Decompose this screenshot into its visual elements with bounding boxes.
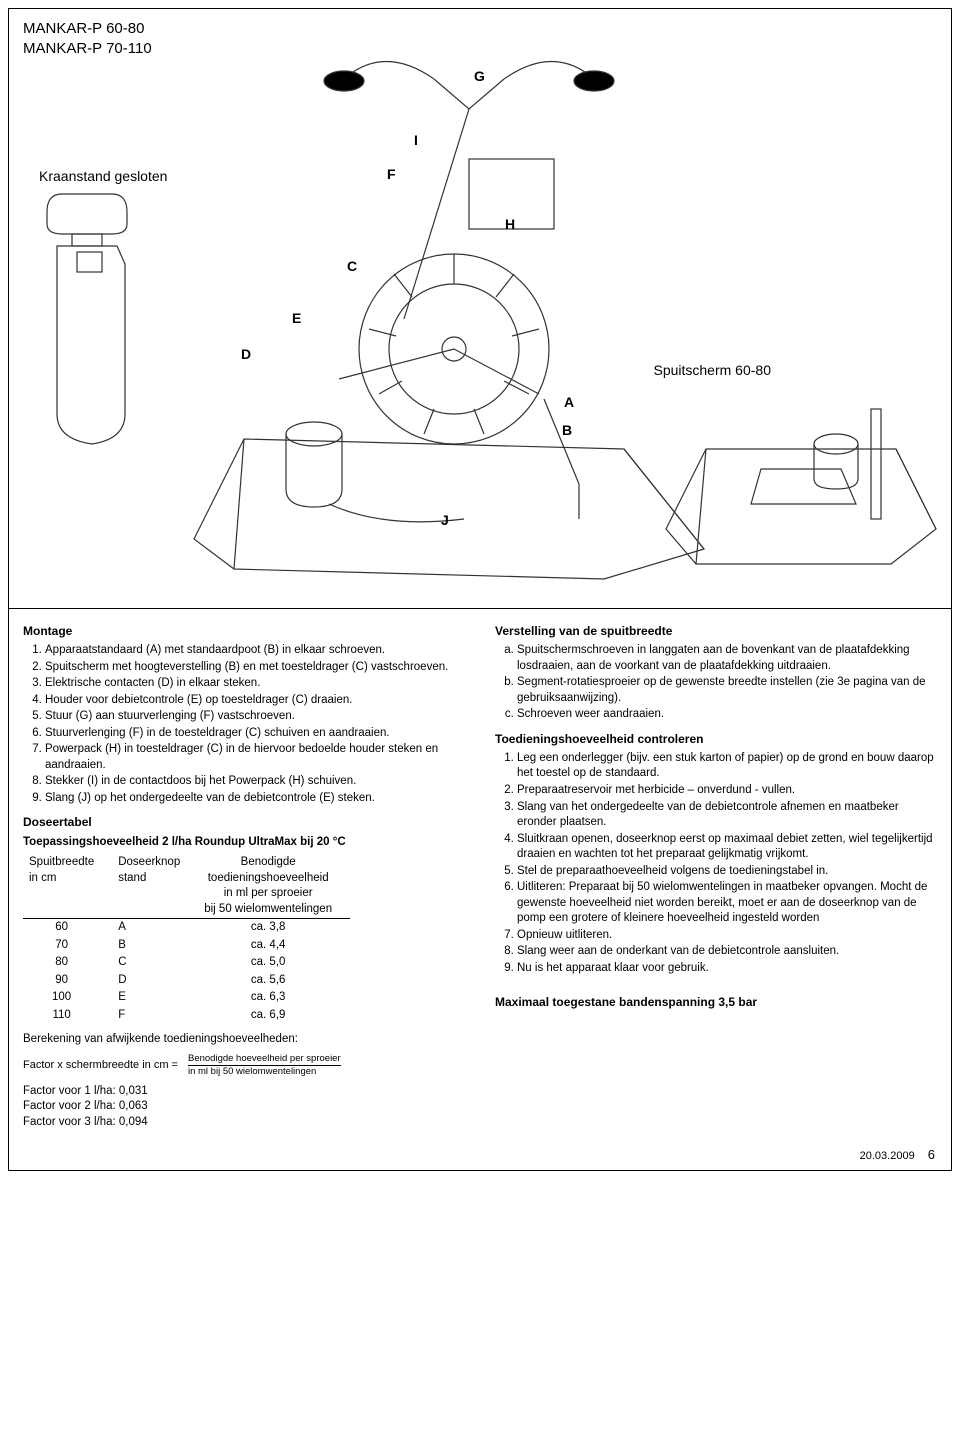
part-label-B: B (562, 421, 572, 440)
factor-1: Factor voor 1 l/ha: 0,031 (23, 1084, 465, 1100)
formula-left: Factor x schermbreedte in cm = (23, 1058, 178, 1073)
table-row: 60Aca. 3,8 (23, 919, 350, 937)
montage-item: Slang (J) op het ondergedeelte van de de… (45, 791, 465, 807)
toed-item: Nu is het apparaat klaar voor gebruik. (517, 961, 937, 977)
toed-list: Leg een onderlegger (bijv. een stuk kart… (495, 751, 937, 976)
table-row: 70Bca. 4,4 (23, 937, 350, 955)
toed-title: Toedieningshoeveelheid controleren (495, 731, 937, 747)
table-row: 90Dca. 5,6 (23, 972, 350, 990)
footer-date: 20.03.2009 (860, 1150, 915, 1162)
toed-item: Stel de preparaathoeveelheid volgens de … (517, 864, 937, 880)
th-knob: Doseerknop stand (112, 854, 198, 919)
th-amount: Benodigde toedieningshoeveelheid in ml p… (198, 854, 350, 919)
toed-item: Sluitkraan openen, doseerknop eerst op m… (517, 832, 937, 863)
right-column: Verstelling van de spuitbreedte Spuitsch… (495, 617, 937, 1130)
verstelling-title: Verstelling van de spuitbreedte (495, 623, 937, 639)
pressure-note: Maximaal toegestane bandenspanning 3,5 b… (495, 994, 937, 1010)
formula-fraction: Benodigde hoeveelheid per sproeier in ml… (188, 1054, 341, 1078)
toed-item: Preparaatreservoir met herbicide – onver… (517, 783, 937, 799)
dose-title: Doseertabel (23, 814, 465, 830)
toed-item: Uitliteren: Preparaat bij 50 wielomwente… (517, 880, 937, 927)
montage-title: Montage (23, 623, 465, 639)
montage-item: Spuitscherm met hoogteverstelling (B) en… (45, 660, 465, 676)
toed-item: Opnieuw uitliteren. (517, 928, 937, 944)
verstelling-item: Spuitschermschroeven in langgaten aan de… (517, 643, 937, 674)
montage-item: Stuurverlenging (F) in de toesteldrager … (45, 726, 465, 742)
table-row: 80Cca. 5,0 (23, 954, 350, 972)
part-label-F: F (387, 165, 396, 184)
factor-3: Factor voor 3 l/ha: 0,094 (23, 1115, 465, 1131)
montage-item: Elektrische contacten (D) in elkaar stek… (45, 676, 465, 692)
montage-item: Apparaatstandaard (A) met standaardpoot … (45, 643, 465, 659)
part-label-H: H (505, 215, 515, 234)
screen-diagram (661, 389, 941, 589)
part-label-J: J (441, 511, 449, 530)
model-line-1: MANKAR-P 60-80 (23, 19, 152, 39)
part-label-E: E (292, 309, 301, 328)
verstelling-item: Schroeven weer aandraaien. (517, 707, 937, 723)
part-label-C: C (347, 257, 357, 276)
page-frame: MANKAR-P 60-80 MANKAR-P 70-110 Kraanstan… (8, 8, 952, 1171)
table-row: 110Fca. 6,9 (23, 1007, 350, 1025)
montage-item: Houder voor debietcontrole (E) op toeste… (45, 693, 465, 709)
toed-item: Slang van het ondergedeelte van de debie… (517, 800, 937, 831)
th-width: Spuitbreedte in cm (23, 854, 112, 919)
toed-item: Slang weer aan de onderkant van de debie… (517, 944, 937, 960)
text-section: Montage Apparaatstandaard (A) met standa… (9, 609, 951, 1170)
part-label-A: A (564, 393, 574, 412)
toed-item: Leg een onderlegger (bijv. een stuk kart… (517, 751, 937, 782)
montage-item: Stekker (I) in de contactdoos bij het Po… (45, 774, 465, 790)
valve-diagram (17, 184, 167, 464)
verstelling-item: Segment-rotatiesproeier op de gewenste b… (517, 675, 937, 706)
model-line-2: MANKAR-P 70-110 (23, 39, 152, 59)
part-label-I: I (414, 131, 418, 150)
part-label-G: G (474, 67, 485, 86)
main-diagram (184, 39, 714, 589)
factor-2: Factor voor 2 l/ha: 0,063 (23, 1099, 465, 1115)
table-header-row: Spuitbreedte in cm Doseerknop stand Beno… (23, 854, 350, 919)
montage-item: Stuur (G) aan stuurverlenging (F) vastsc… (45, 709, 465, 725)
calc-label: Berekening van afwijkende toedieningshoe… (23, 1032, 465, 1048)
dose-subtitle: Toepassingshoeveelheid 2 l/ha Roundup Ul… (23, 835, 465, 851)
table-row: 100Eca. 6,3 (23, 989, 350, 1007)
diagram-section: MANKAR-P 60-80 MANKAR-P 70-110 Kraanstan… (9, 9, 951, 609)
dose-table: Spuitbreedte in cm Doseerknop stand Beno… (23, 854, 350, 1024)
montage-list: Apparaatstandaard (A) met standaardpoot … (23, 643, 465, 806)
model-labels: MANKAR-P 60-80 MANKAR-P 70-110 (23, 19, 152, 60)
part-label-D: D (241, 345, 251, 364)
formula: Factor x schermbreedte in cm = Benodigde… (23, 1054, 465, 1078)
montage-item: Powerpack (H) in toesteldrager (C) in de… (45, 742, 465, 773)
footer: 20.03.2009 6 (860, 1146, 935, 1164)
left-column: Montage Apparaatstandaard (A) met standa… (23, 617, 465, 1130)
footer-page: 6 (928, 1147, 935, 1162)
verstelling-list: Spuitschermschroeven in langgaten aan de… (495, 643, 937, 723)
